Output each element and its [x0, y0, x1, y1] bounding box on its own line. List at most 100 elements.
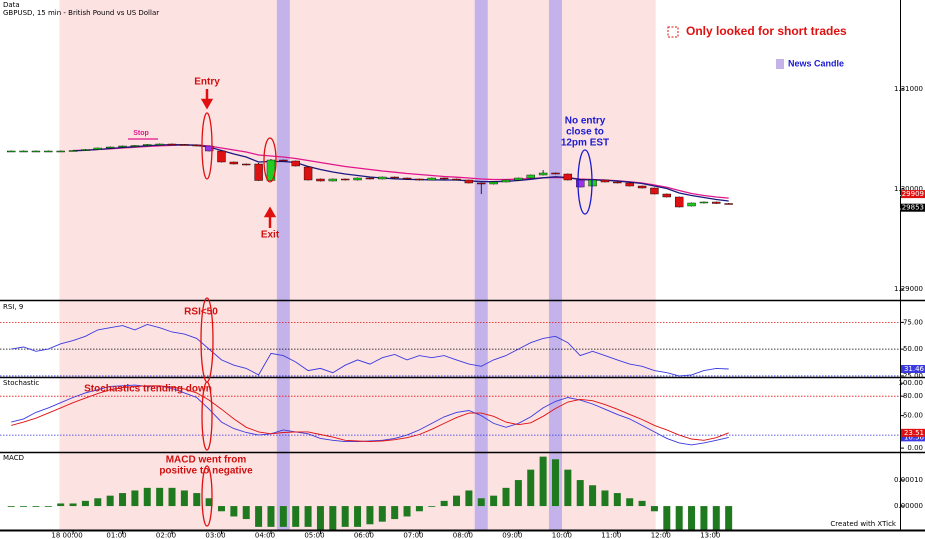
news-band: [548, 0, 562, 530]
histogram-bar: [712, 506, 720, 530]
candle-body: [501, 179, 511, 183]
histogram-bar: [156, 487, 164, 507]
histogram-bar: [378, 506, 386, 522]
candle-body: [6, 150, 16, 153]
histogram-bar: [217, 506, 225, 512]
histogram-bar: [205, 498, 213, 507]
histogram-bar: [354, 506, 362, 527]
x-tick-label: 03:00: [205, 532, 225, 539]
annotation: No entry: [565, 116, 606, 127]
histogram-bar: [32, 506, 40, 507]
histogram-bar: [440, 500, 448, 507]
histogram-bar: [700, 506, 708, 530]
x-tick-label: 11:00: [601, 532, 621, 539]
histogram-bar: [626, 498, 634, 507]
candle-body: [402, 177, 412, 180]
histogram-bar: [94, 498, 102, 507]
candle-body: [563, 173, 573, 181]
histogram-bar: [341, 506, 349, 527]
histogram-bar: [391, 506, 399, 520]
histogram-bar: [465, 490, 473, 507]
candle-body: [155, 143, 164, 146]
histogram-bar: [477, 498, 485, 507]
candle-body: [353, 177, 362, 181]
histogram-bar: [131, 490, 139, 507]
last-value-box: [901, 428, 925, 437]
candle-body: [279, 159, 288, 162]
x-tick-label: 10:00: [552, 532, 572, 539]
annotation: News Candle: [788, 58, 844, 68]
x-tick-label: 02:00: [156, 532, 176, 539]
indicator-line: [11, 385, 729, 443]
annotation: 12pm EST: [561, 138, 609, 149]
histogram-bar: [242, 506, 250, 520]
candle-body: [56, 150, 65, 153]
indicator-line: [11, 384, 729, 446]
x-tick-label: 09:00: [502, 532, 522, 539]
candle-body: [118, 145, 127, 148]
session-shade: [59, 0, 656, 530]
candle-body: [674, 196, 684, 208]
histogram-bar: [502, 487, 510, 507]
arrow: [200, 89, 214, 110]
last-value-label: 1.29909: [895, 190, 924, 198]
annotation: RSI<50: [184, 307, 218, 318]
candle-body: [477, 182, 486, 185]
candle-body: [316, 178, 325, 182]
candle-body: [68, 150, 78, 152]
candle-body: [19, 150, 28, 153]
candle-body: [254, 163, 263, 181]
histogram-bar: [292, 506, 300, 527]
histogram-bar: [688, 506, 696, 530]
x-tick-label: 06:00: [354, 532, 374, 539]
y-tick-label: 0.00010: [894, 476, 923, 484]
arrow: [263, 206, 277, 228]
annotation: Stop: [133, 130, 149, 137]
backgrounds: [0, 0, 900, 530]
x-tick-label: 18 00:00: [51, 532, 82, 539]
histogram-bar: [180, 490, 188, 507]
histogram-bar: [576, 480, 584, 507]
candle-body: [625, 182, 634, 187]
candle-body: [427, 177, 436, 181]
last-value-box: [901, 433, 925, 442]
candle-body: [340, 178, 350, 181]
annotation: Stochastics trending down: [84, 384, 212, 395]
candle-body: [464, 179, 474, 184]
panel-label: RSI, 9: [3, 303, 23, 311]
candle-body: [229, 161, 239, 165]
histogram-bar: [329, 506, 337, 530]
x-tick-label: 08:00: [453, 532, 473, 539]
candle-body: [291, 160, 300, 167]
candle-body: [613, 181, 622, 184]
candle-body: [650, 187, 659, 195]
candle-body: [44, 150, 53, 153]
candle-body: [93, 147, 102, 150]
candle-body: [662, 193, 672, 198]
histogram-bar: [316, 506, 324, 530]
chart-title: GBPUSD, 15 min - British Pound vs US Dol…: [3, 9, 159, 17]
candle-body: [81, 149, 90, 151]
histogram-bar: [638, 500, 646, 507]
y-tick-label: 75.00: [903, 318, 923, 326]
indicator-line: [11, 324, 729, 377]
histogram-bar: [415, 506, 423, 512]
y-tick-label: 1.29000: [894, 285, 923, 293]
highlight-ellipse: [577, 149, 593, 215]
legend-box-dashed: [667, 26, 679, 38]
candle-body: [712, 201, 721, 204]
highlight-ellipse: [201, 465, 213, 527]
histogram-bar: [675, 506, 683, 530]
histogram-bar: [428, 506, 436, 507]
histogram-bar: [514, 480, 522, 507]
histogram-bar: [20, 506, 28, 507]
annotation: Only looked for short trades: [686, 24, 847, 38]
histogram-bar: [539, 456, 547, 507]
panel-label: MACD: [3, 454, 24, 462]
candle-body: [192, 144, 201, 147]
candle-body: [180, 144, 189, 146]
histogram-bar: [57, 503, 65, 507]
highlight-ellipse: [201, 381, 213, 451]
last-value-label: 1.29853: [895, 204, 924, 212]
histogram-bar: [193, 493, 201, 507]
